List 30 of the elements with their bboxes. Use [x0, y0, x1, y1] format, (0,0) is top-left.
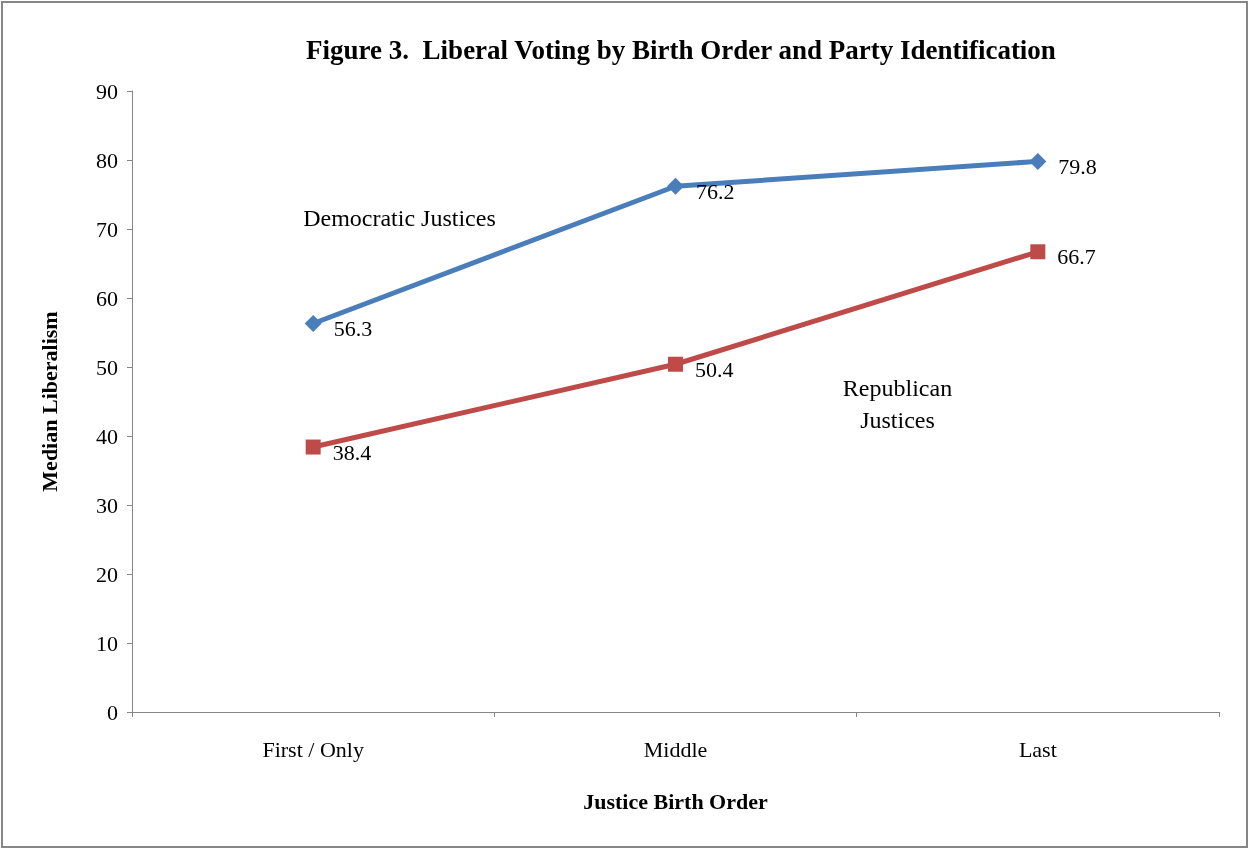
series-label: Democratic Justices — [303, 204, 496, 231]
y-tick-label: 30 — [96, 492, 118, 518]
data-label: 66.7 — [1057, 244, 1096, 270]
data-label: 56.3 — [333, 316, 373, 342]
y-tick-label: 50 — [96, 354, 118, 380]
point — [305, 439, 321, 455]
point — [667, 177, 684, 195]
data-label: 50.4 — [695, 356, 734, 382]
y-tick-label: 0 — [107, 699, 118, 725]
point — [1030, 244, 1046, 260]
point — [668, 356, 683, 372]
y-axis-title: Median Liberalism — [36, 311, 62, 492]
x-tick-label: Last — [1018, 736, 1057, 762]
x-tick-label: First / Only — [262, 736, 364, 762]
y-tick-label: 70 — [96, 216, 118, 242]
chart-title: Figure 3. Liberal Voting by Birth Order and Party Identification — [306, 34, 1056, 65]
y-tick-label: 90 — [96, 78, 118, 104]
data-label: 38.4 — [332, 439, 372, 465]
data-label: 76.2 — [696, 178, 735, 204]
y-tick-label: 20 — [96, 561, 118, 587]
x-tick-label: Middle — [643, 736, 708, 762]
y-tick-label: 10 — [96, 630, 118, 656]
y-tick-label: 80 — [96, 147, 118, 173]
data-label: 79.8 — [1058, 153, 1097, 179]
y-tick-label: 60 — [96, 285, 118, 311]
point — [304, 315, 322, 333]
y-tick-label: 40 — [96, 423, 118, 449]
point — [1029, 152, 1047, 170]
x-axis-title: Justice Birth Order — [583, 788, 768, 814]
text: Republican Justices — [842, 375, 953, 434]
